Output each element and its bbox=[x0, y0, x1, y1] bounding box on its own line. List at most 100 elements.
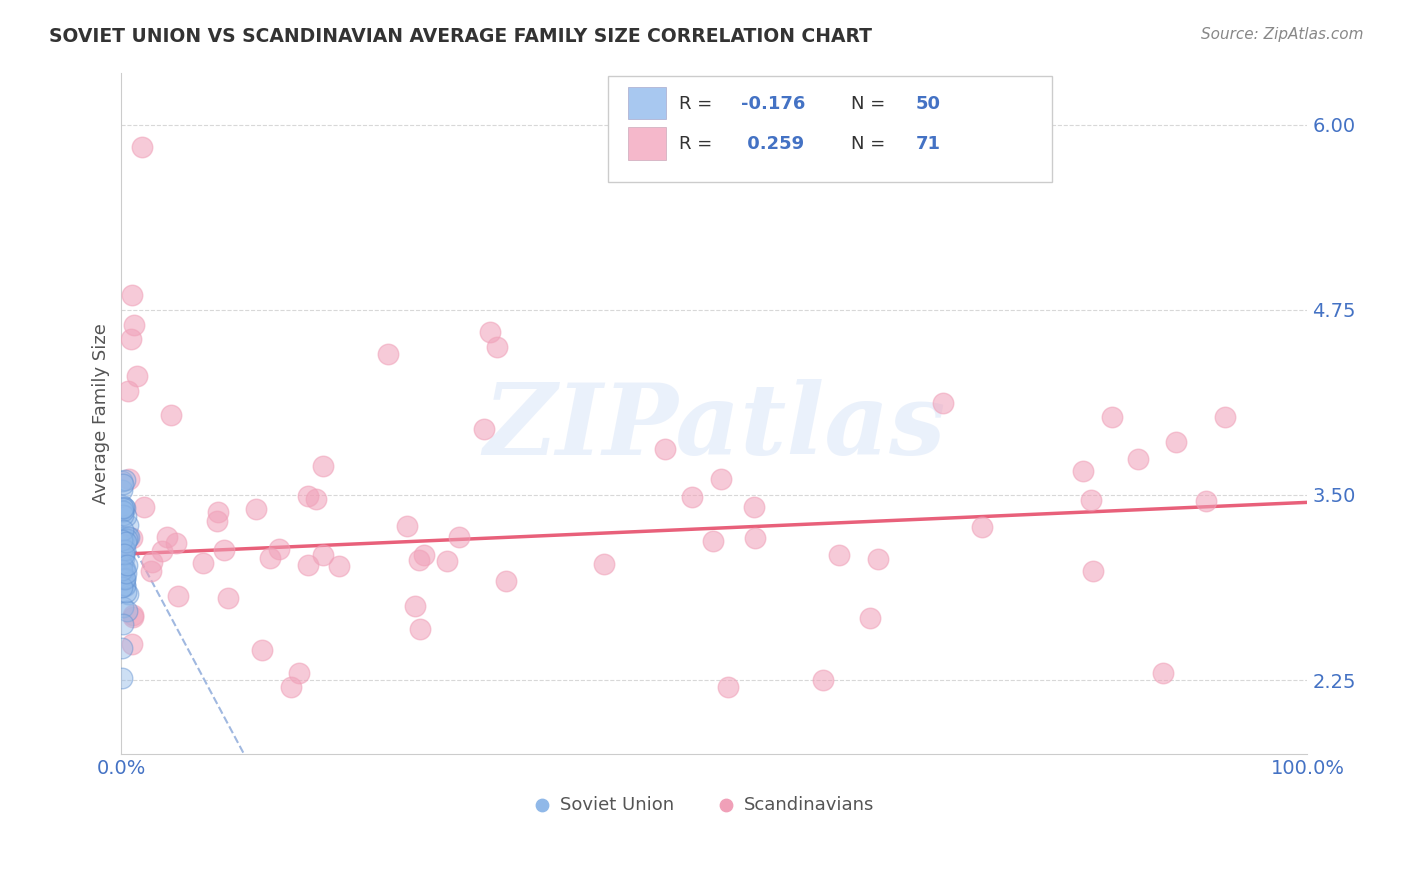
Point bbox=[217, 591, 239, 605]
Point bbox=[111, 556, 134, 570]
Point bbox=[252, 643, 274, 657]
Point bbox=[297, 558, 319, 573]
Point bbox=[114, 542, 136, 557]
Point bbox=[485, 340, 508, 354]
Point bbox=[111, 499, 134, 513]
Point bbox=[710, 472, 733, 486]
FancyBboxPatch shape bbox=[628, 87, 666, 120]
Point bbox=[409, 622, 432, 636]
Point bbox=[118, 472, 141, 486]
Point bbox=[115, 604, 138, 618]
Point bbox=[160, 408, 183, 422]
Text: N =: N = bbox=[851, 95, 891, 112]
Point bbox=[111, 477, 134, 491]
Point bbox=[110, 563, 132, 577]
Point bbox=[931, 395, 953, 409]
Point bbox=[111, 508, 134, 523]
Point bbox=[112, 504, 135, 518]
Point bbox=[191, 556, 214, 570]
Point bbox=[404, 599, 426, 613]
Point bbox=[117, 587, 139, 601]
Point bbox=[396, 519, 419, 533]
Point bbox=[112, 501, 135, 516]
Point bbox=[112, 561, 135, 575]
FancyBboxPatch shape bbox=[628, 128, 666, 161]
Point bbox=[259, 551, 281, 566]
Point bbox=[305, 491, 328, 506]
Point bbox=[813, 673, 835, 687]
Point bbox=[111, 570, 134, 584]
Point bbox=[297, 489, 319, 503]
Point bbox=[245, 502, 267, 516]
Point bbox=[866, 552, 889, 566]
Point bbox=[205, 514, 228, 528]
Text: Soviet Union: Soviet Union bbox=[560, 797, 675, 814]
Point bbox=[156, 530, 179, 544]
Point bbox=[114, 500, 136, 515]
Point bbox=[1152, 665, 1174, 680]
Point bbox=[744, 531, 766, 545]
Text: Scandinavians: Scandinavians bbox=[744, 797, 875, 814]
Point bbox=[114, 585, 136, 599]
Point bbox=[112, 530, 135, 544]
Point bbox=[111, 566, 134, 580]
Point bbox=[150, 544, 173, 558]
Text: N =: N = bbox=[851, 136, 891, 153]
Text: ZIPatlas: ZIPatlas bbox=[484, 379, 946, 475]
Point bbox=[1126, 452, 1149, 467]
Point bbox=[280, 681, 302, 695]
Point bbox=[112, 532, 135, 546]
Point bbox=[859, 611, 882, 625]
Point bbox=[115, 558, 138, 573]
Point bbox=[115, 534, 138, 549]
Point bbox=[118, 530, 141, 544]
Point bbox=[112, 500, 135, 514]
Point bbox=[121, 288, 143, 302]
Point bbox=[165, 536, 187, 550]
Point bbox=[132, 500, 155, 514]
Point bbox=[122, 318, 145, 332]
Point bbox=[1101, 409, 1123, 424]
Point bbox=[121, 637, 143, 651]
Point bbox=[111, 542, 134, 557]
Point bbox=[311, 548, 333, 562]
Point bbox=[114, 572, 136, 586]
Point bbox=[114, 562, 136, 576]
Point bbox=[1195, 494, 1218, 508]
Point bbox=[702, 533, 724, 548]
Point bbox=[111, 549, 134, 563]
Y-axis label: Average Family Size: Average Family Size bbox=[93, 323, 110, 504]
Point bbox=[207, 505, 229, 519]
Point bbox=[1083, 565, 1105, 579]
Point bbox=[111, 533, 134, 548]
Point bbox=[742, 500, 765, 514]
Point bbox=[114, 566, 136, 580]
Point bbox=[654, 442, 676, 456]
Point bbox=[111, 483, 134, 497]
Point bbox=[111, 503, 134, 517]
Text: R =: R = bbox=[679, 95, 718, 112]
Point bbox=[412, 548, 434, 562]
Point bbox=[267, 542, 290, 557]
Point bbox=[408, 553, 430, 567]
Point bbox=[114, 578, 136, 592]
Text: Source: ZipAtlas.com: Source: ZipAtlas.com bbox=[1201, 27, 1364, 42]
Point bbox=[312, 459, 335, 474]
Point bbox=[112, 523, 135, 537]
Point bbox=[121, 607, 143, 622]
Point bbox=[447, 530, 470, 544]
Point bbox=[131, 140, 153, 154]
Point bbox=[111, 581, 134, 595]
Point bbox=[1080, 492, 1102, 507]
Point bbox=[111, 558, 134, 572]
Point bbox=[472, 422, 495, 436]
Point bbox=[115, 532, 138, 546]
Point bbox=[111, 475, 134, 489]
Point bbox=[478, 325, 501, 339]
Point bbox=[111, 671, 134, 685]
Point bbox=[111, 532, 134, 546]
Point bbox=[1071, 464, 1094, 478]
Point bbox=[121, 531, 143, 545]
Text: 50: 50 bbox=[917, 95, 941, 112]
Point bbox=[111, 616, 134, 631]
